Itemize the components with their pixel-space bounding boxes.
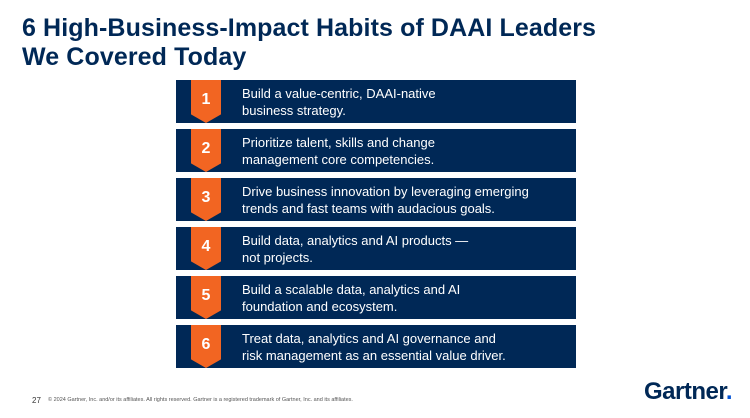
logo-dot: .: [725, 378, 733, 405]
habit-text: Build a value-centric, DAAI-native busin…: [242, 86, 436, 118]
habit-text: Build a scalable data, analytics and AI …: [242, 282, 461, 314]
footer: 27 © 2024 Gartner, Inc. and/or its affil…: [0, 378, 750, 418]
gartner-logo: Gartner.: [644, 378, 733, 406]
habit-number-badge: 4: [191, 227, 221, 270]
habit-number-badge: 6: [191, 325, 221, 368]
habit-number-badge: 3: [191, 178, 221, 221]
habit-number-badge: 5: [191, 276, 221, 319]
habit-text: Drive business innovation by leveraging …: [242, 184, 529, 216]
habit-item-3: 3 Drive business innovation by leveragin…: [176, 178, 576, 221]
habit-item-2: 2 Prioritize talent, skills and change m…: [176, 129, 576, 172]
habit-item-1: 1 Build a value-centric, DAAI-native bus…: [176, 80, 576, 123]
slide-title: 6 High-Business-Impact Habits of DAAI Le…: [22, 14, 597, 71]
habit-item-6: 6 Treat data, analytics and AI governanc…: [176, 325, 576, 368]
habit-text: Treat data, analytics and AI governance …: [242, 331, 506, 363]
habits-list: 1 Build a value-centric, DAAI-native bus…: [176, 80, 576, 374]
habit-text: Build data, analytics and AI products — …: [242, 233, 469, 265]
habit-number-badge: 1: [191, 80, 221, 123]
habit-item-4: 4 Build data, analytics and AI products …: [176, 227, 576, 270]
logo-text: Gartner: [644, 378, 726, 405]
page-number: 27: [32, 396, 41, 405]
habit-text: Prioritize talent, skills and change man…: [242, 135, 435, 167]
habit-item-5: 5 Build a scalable data, analytics and A…: [176, 276, 576, 319]
copyright-notice: © 2024 Gartner, Inc. and/or its affiliat…: [48, 397, 353, 403]
habit-number-badge: 2: [191, 129, 221, 172]
